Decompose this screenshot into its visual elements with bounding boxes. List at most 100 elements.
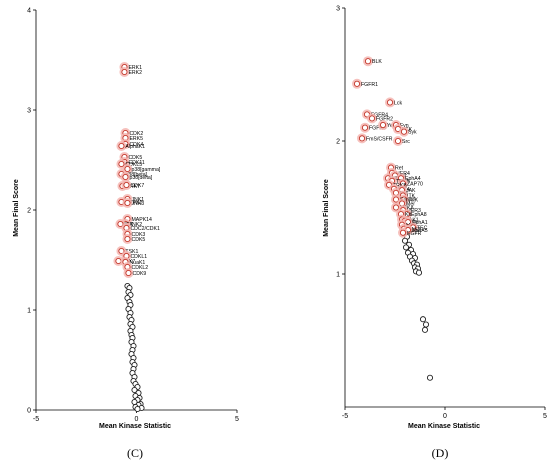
- panel-c-chart: (C) Mean Kinase Statistic Mean Final Sco…: [13, 8, 239, 461]
- panel-d-point-label: HER3: [407, 208, 421, 214]
- panel-d-point-label: TEC: [417, 225, 428, 231]
- panel-c-point-label: p38[beta]: [125, 172, 147, 178]
- panel-d-point: [415, 269, 423, 276]
- panel-c-labeled-point: [118, 160, 125, 168]
- panel-c-labeled-point: [118, 142, 125, 150]
- panel-c-point-label: CDK9: [132, 271, 146, 277]
- panel-d-point-label: EphA4: [405, 176, 421, 182]
- panel-d-point: [421, 326, 429, 333]
- panel-c-point-label: TSK1: [125, 249, 138, 255]
- panel-d-point-label: EphA7: [400, 198, 416, 204]
- panel-d-point-label: Fyn: [400, 123, 409, 129]
- panel-c-labeled-point: [121, 68, 128, 76]
- panel-c-labeled-point: [118, 247, 125, 255]
- panel-d-label: (D): [432, 446, 449, 460]
- panel-c-point-label: CDK7: [130, 183, 144, 189]
- panel-c-point-label: JNK3: [131, 201, 144, 207]
- panel-d-point-label: Kit: [405, 212, 412, 218]
- panel-c-labeled-point: [124, 165, 131, 173]
- panel-d-labeled-point: [386, 99, 394, 106]
- panel-c-label: (C): [127, 446, 143, 460]
- panel-d-y-tick-label: 3: [336, 6, 340, 13]
- panel-d-point-label: Syk: [408, 130, 417, 136]
- panel-d-point-label: Tec: [409, 219, 417, 225]
- panel-d-point-label: BLK: [372, 59, 382, 65]
- panel-c-y-tick-label: 1: [27, 308, 31, 315]
- panel-d-point: [402, 244, 410, 251]
- panel-d-chart: (D) Mean Kinase Statistic Mean Final Sco…: [323, 6, 547, 461]
- panel-d-point-label: FAK2: [408, 227, 421, 233]
- panel-c-x-tick-label: 0: [135, 416, 139, 423]
- panel-c-point-label: ERK5: [129, 136, 143, 142]
- panel-c-point-label: AlphaK1: [125, 144, 145, 150]
- panel-d-point-label: FGFR3: [369, 126, 386, 132]
- panel-c-labeled-point: [125, 269, 132, 277]
- panel-d-point-label: FGFR1: [361, 82, 378, 88]
- panel-c-x-tick-label: 5: [235, 416, 239, 423]
- panel-d-point-label: EphA8: [411, 212, 427, 218]
- panel-d-labeled-point: [379, 121, 387, 129]
- panel-c-point: [131, 386, 138, 394]
- panel-d-point-label: JAK: [406, 188, 416, 194]
- panel-d-x-axis-title: Mean Kinase Statistic: [408, 423, 480, 430]
- panel-d-point-label: EphA1: [412, 220, 428, 226]
- panel-d-point-label: ITK: [407, 194, 416, 200]
- panel-d-labeled-point: [400, 128, 408, 135]
- panel-c-point-label: CDC2/CDK1: [130, 226, 160, 232]
- panel-d-y-tick-label: 2: [336, 139, 340, 146]
- panel-c-point-label: CDKL2: [131, 265, 148, 271]
- panel-c-y-tick-label: 2: [27, 208, 31, 215]
- panel-d-labeled-point: [392, 196, 400, 203]
- panel-c-labeled-point: [124, 235, 131, 243]
- panel-d-point: [401, 237, 409, 244]
- panel-c-point-label: ERK7: [126, 184, 140, 190]
- panel-d-point-label: FmS/CSFR: [366, 136, 393, 142]
- panel-c-point-label: DAPK2: [125, 200, 142, 206]
- panel-c-y-tick-label: 0: [27, 408, 31, 415]
- panel-c-point-label: NuaK1: [129, 260, 145, 266]
- panel-d-point-label: EphA5: [412, 228, 428, 234]
- panel-c-y-axis-title: Mean Final Score: [13, 179, 20, 237]
- panel-d-labeled-point: [394, 137, 402, 145]
- panel-d-y-axis-title: Mean Final Score: [323, 179, 330, 237]
- panel-c-point-label: CDK2: [129, 131, 143, 137]
- panel-d-point-label: Lck: [394, 100, 402, 106]
- panel-d-labeled-point: [364, 58, 372, 65]
- panel-d-point-label: FGFR2: [376, 116, 393, 122]
- panel-c-point-label: ERK1: [128, 65, 142, 71]
- panel-d-labeled-point: [353, 80, 361, 87]
- panel-d-y-tick-label: 1: [336, 272, 340, 279]
- panel-c-point-label: JNK2: [129, 222, 142, 228]
- panel-d-point-label: Mer: [406, 202, 415, 208]
- panel-d-x-tick-label: 0: [443, 413, 447, 420]
- panel-d-point: [426, 374, 434, 381]
- panel-c-point-label: CDK11: [128, 160, 144, 166]
- panel-c-point-label: MAPK14: [131, 217, 152, 223]
- panel-c-point-label: CDKL5: [125, 162, 142, 168]
- panel-c-y-tick-label: 3: [27, 108, 31, 115]
- panel-c-point-label: CDK5: [128, 155, 142, 161]
- panel-c-labeled-point: [115, 257, 122, 265]
- panel-d-point: [419, 316, 427, 323]
- panel-d-point-label: EGFR: [407, 231, 422, 237]
- panel-c-point-label: p38[gamma]: [131, 167, 160, 173]
- panel-d-point-label: Src: [402, 139, 410, 145]
- panel-c-labeled-point: [124, 199, 131, 207]
- panel-d-point-label: ZAP70: [407, 182, 423, 188]
- panel-c-point-label: CDK5: [131, 237, 145, 243]
- panel-d-labeled-point: [361, 124, 369, 131]
- panel-c-point-label: CDK4: [129, 142, 143, 148]
- panel-d-x-tick-label: 5: [543, 413, 547, 420]
- panel-c-labeled-point: [122, 173, 129, 181]
- panel-c-y-tick-label: 4: [27, 8, 31, 15]
- panel-d-point-label: FGFR4: [371, 112, 388, 118]
- panel-d-point-label: Ret: [395, 166, 404, 172]
- panel-d-point: [422, 321, 430, 328]
- panel-c-point-label: CDK3: [131, 232, 145, 238]
- panel-d-labeled-point: [368, 115, 376, 122]
- panel-c-point-label: JNK1: [131, 197, 144, 203]
- panel-c-point-label: ERK2: [128, 70, 142, 76]
- panel-d-labeled-point: [399, 229, 407, 236]
- panel-d-point-label: TXK: [408, 198, 419, 204]
